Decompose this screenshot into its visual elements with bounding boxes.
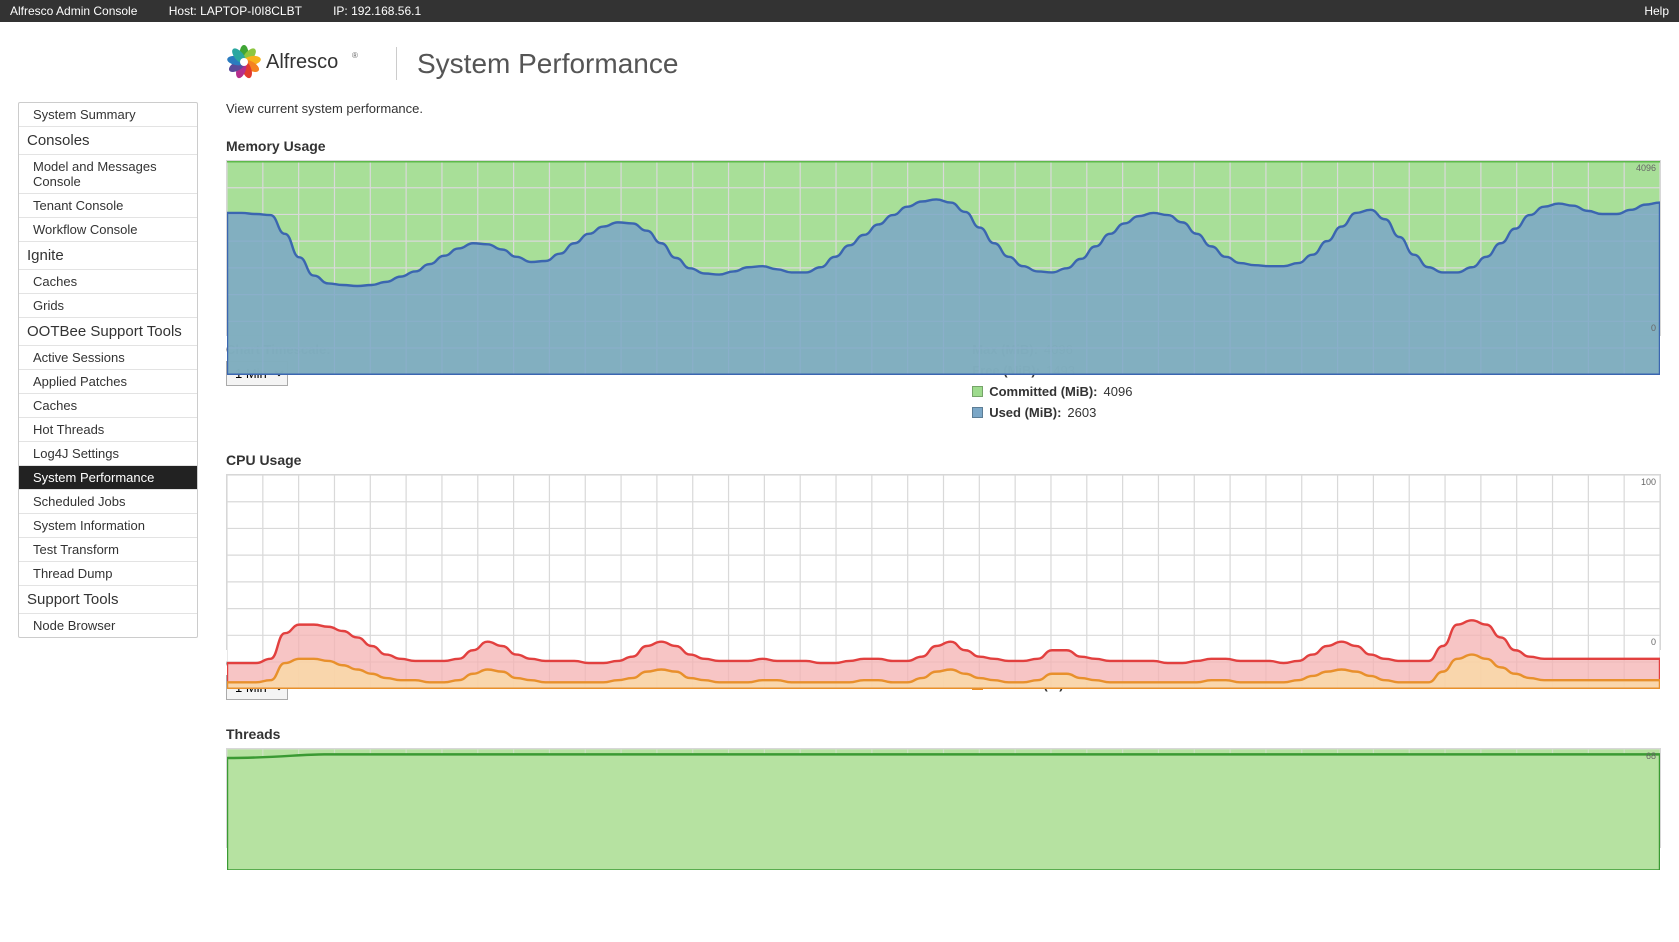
sidebar-item-scheduled-jobs[interactable]: Scheduled Jobs <box>19 490 197 514</box>
cpu-title: CPU Usage <box>226 452 1661 468</box>
main-content: Alfresco ® System Performance View curren… <box>226 32 1661 848</box>
alfresco-logo: Alfresco ® <box>226 44 376 83</box>
sidebar-item-log4j-settings[interactable]: Log4J Settings <box>19 442 197 466</box>
sidebar-item-ignite-caches[interactable]: Caches <box>19 270 197 294</box>
topbar: Alfresco Admin Console Host: LAPTOP-I0I8… <box>0 0 1679 22</box>
help-link[interactable]: Help <box>1644 4 1669 18</box>
sidebar-item-applied-patches[interactable]: Applied Patches <box>19 370 197 394</box>
legend-label: Used (MiB): <box>989 405 1061 420</box>
page-intro: View current system performance. <box>226 101 1661 116</box>
sidebar-item-tenant-console[interactable]: Tenant Console <box>19 194 197 218</box>
topbar-ip: IP: 192.168.56.1 <box>333 4 421 18</box>
legend-value: 2603 <box>1067 405 1096 420</box>
legend-value: 4096 <box>1104 384 1133 399</box>
sidebar-nav: System SummaryConsolesModel and Messages… <box>18 102 198 638</box>
topbar-app: Alfresco Admin Console <box>10 4 137 18</box>
sidebar-item-ootbee-section: OOTBee Support Tools <box>19 318 197 346</box>
sidebar-item-thread-dump[interactable]: Thread Dump <box>19 562 197 586</box>
memory-title: Memory Usage <box>226 138 1661 154</box>
cpu-chart: 100 0 <box>226 474 1661 650</box>
svg-text:®: ® <box>352 51 358 60</box>
sidebar-item-system-performance[interactable]: System Performance <box>19 466 197 490</box>
legend-label: Committed (MiB): <box>989 384 1097 399</box>
threads-title: Threads <box>226 726 1661 742</box>
svg-text:Alfresco: Alfresco <box>266 51 338 73</box>
sidebar-item-test-transform[interactable]: Test Transform <box>19 538 197 562</box>
memory-chart: 4096 0 <box>226 160 1661 336</box>
legend-row: Committed (MiB): 4096 <box>972 384 1661 399</box>
sidebar-item-hot-threads[interactable]: Hot Threads <box>19 418 197 442</box>
sidebar-item-ignite-grids[interactable]: Grids <box>19 294 197 318</box>
sidebar-item-node-browser[interactable]: Node Browser <box>19 614 197 637</box>
topbar-host: Host: LAPTOP-I0I8CLBT <box>169 4 305 18</box>
sidebar-item-consoles-section: Consoles <box>19 127 197 155</box>
sidebar-item-system-information[interactable]: System Information <box>19 514 197 538</box>
sidebar-item-ignite-section: Ignite <box>19 242 197 270</box>
page-title: System Performance <box>396 47 678 81</box>
sidebar-item-system-summary[interactable]: System Summary <box>19 103 197 127</box>
sidebar-item-model-messages[interactable]: Model and Messages Console <box>19 155 197 194</box>
legend-row: Used (MiB): 2603 <box>972 405 1661 420</box>
sidebar-item-ootbee-caches[interactable]: Caches <box>19 394 197 418</box>
sidebar-item-active-sessions[interactable]: Active Sessions <box>19 346 197 370</box>
sidebar-item-support-tools-section: Support Tools <box>19 586 197 614</box>
legend-swatch <box>972 407 983 418</box>
threads-chart: 68 <box>226 748 1661 848</box>
legend-swatch <box>972 386 983 397</box>
sidebar-item-workflow-console[interactable]: Workflow Console <box>19 218 197 242</box>
